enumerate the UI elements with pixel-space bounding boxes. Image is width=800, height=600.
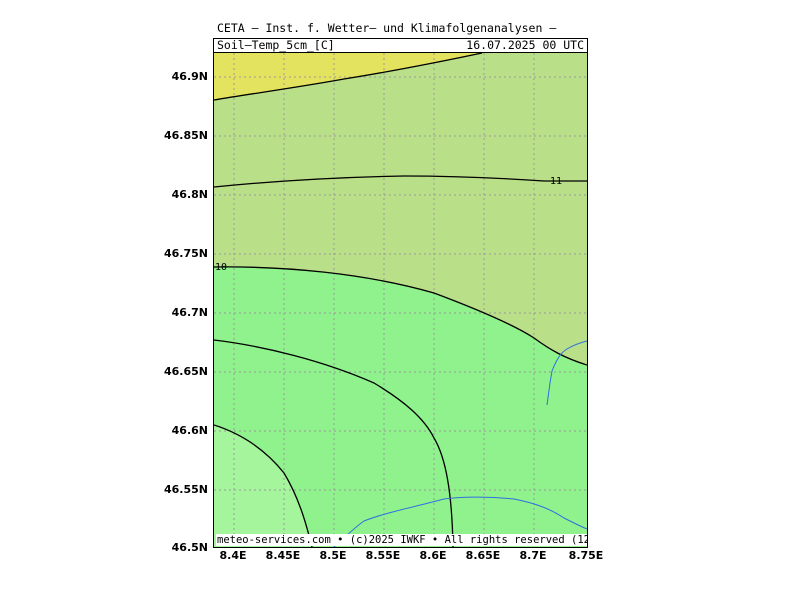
lon-label: 8.6E	[419, 549, 447, 562]
zone-cool	[214, 425, 312, 547]
lat-label: 46.75N	[164, 247, 208, 260]
datetime-label: 16.07.2025 00 UTC	[466, 38, 584, 52]
lat-label: 46.6N	[171, 424, 208, 437]
parameter-label: Soil—Temp_5cm_[C]	[217, 38, 335, 52]
zone-warmest	[214, 53, 482, 100]
contour-10	[214, 266, 587, 366]
lon-label: 8.45E	[265, 549, 301, 562]
rivers	[333, 340, 587, 547]
lon-label: 8.7E	[519, 549, 547, 562]
lat-label: 46.65N	[164, 365, 208, 378]
map-title: CETA — Inst. f. Wetter— und Klimafolgena…	[217, 21, 557, 35]
subtitle-bar: Soil—Temp_5cm_[C] 16.07.2025 00 UTC	[213, 38, 588, 52]
contour-12	[214, 53, 483, 101]
grid-lines	[214, 53, 587, 547]
contour-label-10: 10	[215, 262, 228, 273]
lon-label: 8.4E	[219, 549, 247, 562]
lat-label: 46.9N	[171, 70, 208, 83]
river-east	[546, 340, 587, 406]
contour-label-11: 11	[550, 176, 563, 187]
lat-label: 46.8N	[171, 188, 208, 201]
contour-lines	[214, 53, 587, 547]
lat-label: 46.85N	[164, 129, 208, 142]
contour-9	[214, 339, 454, 547]
river-south	[333, 496, 587, 547]
footer-credit: meteo-services.com • (c)2025 IWKF • All …	[216, 534, 587, 546]
lat-label: 46.5N	[171, 541, 208, 554]
lat-label: 46.7N	[171, 306, 208, 319]
contour-8	[214, 424, 313, 547]
zone-mid	[214, 266, 587, 547]
lon-label: 8.5E	[319, 549, 347, 562]
lat-label: 46.55N	[164, 483, 208, 496]
lon-label: 8.65E	[465, 549, 501, 562]
contour-11	[214, 175, 587, 188]
lon-label: 8.75E	[568, 549, 604, 562]
lon-label: 8.55E	[365, 549, 401, 562]
map-panel: 10 11 meteo-services.com • (c)2025 IWKF …	[213, 52, 588, 548]
map-svg	[214, 53, 587, 547]
